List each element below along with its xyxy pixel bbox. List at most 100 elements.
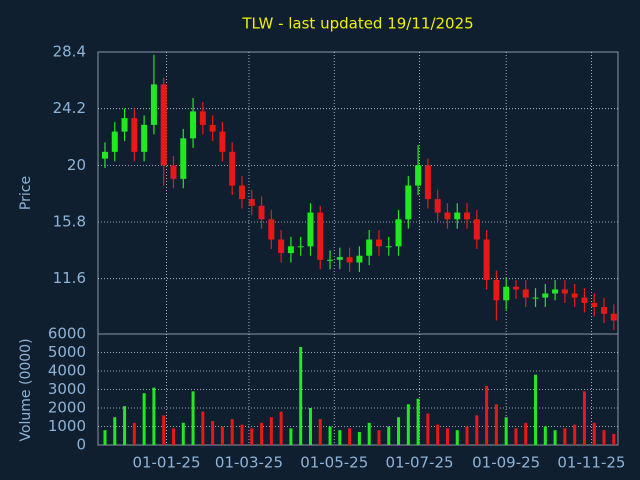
candle-body (219, 131, 226, 152)
candle-body (248, 199, 255, 206)
volume-tick-label: 0 (76, 436, 86, 454)
candle-body (287, 246, 294, 254)
volume-bar (250, 428, 254, 445)
candle-body (356, 255, 363, 263)
volume-bar (260, 422, 264, 445)
volume-bar (220, 426, 224, 445)
candle-body (444, 212, 451, 220)
volume-axis-label: Volume (0000) (18, 338, 34, 441)
candle-body (327, 259, 334, 261)
candle-body (131, 118, 138, 152)
candle-body (405, 185, 412, 220)
candle-body (542, 293, 549, 298)
volume-bar (113, 417, 117, 445)
candle-body (601, 307, 608, 314)
volume-bar (211, 420, 215, 445)
candle-body (209, 124, 216, 132)
y-tick-label: 20 (67, 156, 86, 174)
volume-bar (318, 419, 322, 445)
chart-title: TLW - last updated 19/11/2025 (241, 15, 473, 33)
volume-bar (563, 428, 567, 445)
volume-bar (367, 422, 371, 445)
volume-bar (103, 430, 107, 445)
x-tick-label: 01-11-25 (557, 454, 625, 472)
volume-tick-label: 6000 (48, 325, 86, 343)
volume-bar (416, 398, 420, 445)
x-tick-label: 01-09-25 (472, 454, 540, 472)
volume-bar (426, 413, 430, 445)
volume-bar (602, 430, 606, 445)
volume-bar (514, 428, 518, 445)
candle-body (121, 118, 128, 132)
volume-bar (308, 408, 312, 445)
candle-body (473, 219, 480, 240)
candle-body (434, 199, 441, 213)
volume-bar (582, 391, 586, 445)
volume-bar (357, 432, 361, 445)
volume-bar (475, 415, 479, 445)
candle-body (141, 124, 148, 152)
volume-bar (465, 426, 469, 445)
candle-body (268, 219, 275, 240)
volume-bar (142, 393, 146, 445)
candle-body (464, 212, 471, 220)
candle-body (297, 246, 304, 248)
candle-body (307, 212, 314, 247)
volume-bar (338, 430, 342, 445)
x-tick-label: 01-07-25 (385, 454, 453, 472)
volume-bar (592, 422, 596, 445)
volume-bar (162, 415, 166, 445)
volume-bar (230, 419, 234, 445)
volume-bar (553, 430, 557, 445)
candle-body (610, 313, 617, 321)
volume-tick-label: 2000 (48, 399, 86, 417)
candle-body (424, 165, 431, 200)
y-tick-label: 11.6 (53, 269, 86, 287)
volume-bar (171, 428, 175, 445)
volume-bar (328, 426, 332, 445)
candle-body (317, 212, 324, 260)
volume-bar (534, 374, 538, 445)
volume-bar (455, 430, 459, 445)
volume-bar (348, 428, 352, 445)
volume-bar (524, 422, 528, 445)
candle-body (512, 286, 519, 290)
y-tick-label: 15.8 (53, 213, 86, 231)
volume-tick-label: 1000 (48, 417, 86, 435)
volume-bar (152, 387, 156, 445)
candle-body (111, 131, 118, 152)
candle-body (493, 280, 500, 301)
candle-body (199, 111, 206, 125)
volume-tick-label: 3000 (48, 380, 86, 398)
volume-bar (612, 433, 616, 445)
volume-bar (504, 417, 508, 445)
candle-body (180, 138, 187, 179)
candle-body (150, 84, 157, 125)
candle-body (561, 289, 568, 294)
candle-body (238, 185, 245, 200)
x-tick-label: 01-03-25 (215, 454, 283, 472)
candle-body (170, 165, 177, 179)
candle-body (503, 286, 510, 301)
candle-body (483, 239, 490, 281)
candle-body (366, 239, 373, 256)
candle-body (258, 205, 265, 220)
y-axis-label: Price (18, 176, 34, 210)
candle-body (101, 151, 108, 159)
volume-tick-label: 5000 (48, 343, 86, 361)
candle-body (591, 302, 598, 308)
volume-bar (543, 426, 547, 445)
candle-body (190, 111, 197, 139)
candle-body (415, 165, 422, 186)
candle-body (522, 289, 529, 298)
volume-bar (191, 391, 195, 445)
volume-bar (132, 422, 136, 445)
volume-bar (279, 411, 283, 445)
volume-bar (445, 428, 449, 445)
x-tick-label: 01-05-25 (300, 454, 368, 472)
candle-body (581, 297, 588, 303)
volume-bar (181, 422, 185, 445)
candle-body (160, 84, 167, 166)
candle-body (571, 293, 578, 298)
